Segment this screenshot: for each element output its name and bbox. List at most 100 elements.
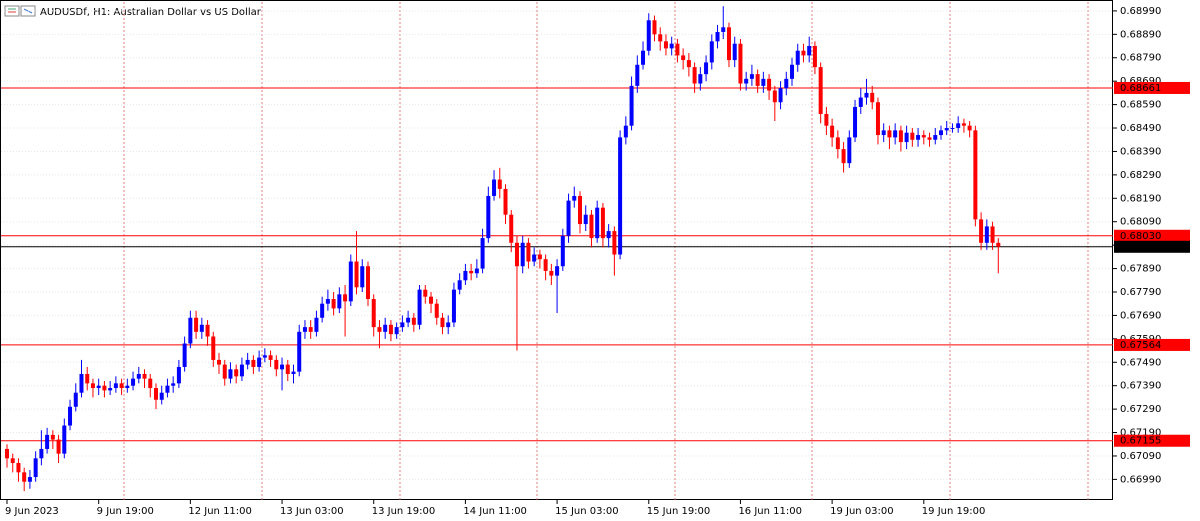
candle-body xyxy=(824,113,829,126)
x-tick-label: 14 Jun 11:00 xyxy=(463,506,527,517)
candle-body xyxy=(411,317,416,325)
price-level-box xyxy=(1114,338,1190,351)
candle-body xyxy=(297,331,302,372)
candle-body xyxy=(784,78,789,89)
candle-body xyxy=(514,242,519,267)
candle-body xyxy=(308,327,313,332)
candle-body xyxy=(767,78,772,91)
candle-body xyxy=(847,137,852,164)
candle-body xyxy=(429,296,434,304)
candle-body xyxy=(623,125,628,138)
y-tick-label: 0.67790 xyxy=(1120,287,1161,298)
candle-body xyxy=(314,317,319,332)
candle-body xyxy=(68,406,73,426)
candle-body xyxy=(658,34,663,42)
price-level-label: 0.68661 xyxy=(1120,83,1161,94)
candle-body xyxy=(257,357,262,367)
candle-body xyxy=(446,322,451,328)
candle-body xyxy=(830,125,835,138)
candle-body xyxy=(159,392,164,400)
candle-body xyxy=(898,130,903,143)
candle-body xyxy=(280,364,285,370)
candle-body xyxy=(944,128,949,131)
candle-body xyxy=(377,327,382,332)
price-level-label: 0.67983 xyxy=(1120,242,1161,253)
candle-body xyxy=(188,317,193,344)
candle-body xyxy=(537,254,542,260)
price-level-label: 0.67564 xyxy=(1120,340,1161,351)
candle-body xyxy=(916,135,921,140)
candle-body xyxy=(400,322,405,328)
candle-body xyxy=(663,41,668,49)
candle-body xyxy=(434,303,439,318)
y-tick-label: 0.68290 xyxy=(1120,170,1161,181)
candle-body xyxy=(463,270,468,281)
candle-body xyxy=(22,472,27,482)
candle-body xyxy=(532,254,537,262)
candle-body xyxy=(56,439,61,454)
y-tick-label: 0.67290 xyxy=(1120,404,1161,415)
candle-body xyxy=(365,266,370,300)
price-level-box xyxy=(1114,229,1190,242)
candle-body xyxy=(211,336,216,360)
candle-body xyxy=(738,43,743,84)
x-tick-label: 9 Jun 19:00 xyxy=(97,506,154,517)
x-tick-label: 9 Jun 2023 xyxy=(5,506,59,517)
candle-body xyxy=(440,317,445,328)
candle-body xyxy=(721,27,726,32)
candle-body xyxy=(5,448,9,459)
x-tick-label: 15 Jun 03:00 xyxy=(555,506,619,517)
candle-body xyxy=(801,50,806,56)
candle-body xyxy=(835,137,840,150)
candle-body xyxy=(875,102,880,136)
candle-body xyxy=(73,392,78,407)
candle-body xyxy=(325,299,330,304)
candle-body xyxy=(686,60,691,68)
candle-body xyxy=(887,130,892,138)
chart-title: AUDUSDf, H1: Australian Dollar vs US Dol… xyxy=(40,7,262,18)
y-tick-label: 0.68990 xyxy=(1120,6,1161,17)
candle-body xyxy=(709,41,714,63)
candle-body xyxy=(979,219,984,243)
candle-body xyxy=(194,317,199,332)
candle-body xyxy=(807,46,812,56)
candle-body xyxy=(176,366,181,384)
candle-body xyxy=(635,64,640,86)
candle-body xyxy=(239,364,244,377)
y-tick-label: 0.67390 xyxy=(1120,381,1161,392)
candle-body xyxy=(812,46,817,68)
candle-body xyxy=(148,378,153,389)
candle-body xyxy=(526,242,531,262)
candle-body xyxy=(337,294,342,309)
y-tick-label: 0.68690 xyxy=(1120,76,1161,87)
candle-body xyxy=(618,137,623,255)
candle-body xyxy=(262,355,267,358)
price-level-label: 0.68030 xyxy=(1120,231,1161,242)
candle-body xyxy=(996,242,1001,247)
y-tick-label: 0.68790 xyxy=(1120,53,1161,64)
y-tick-label: 0.68890 xyxy=(1120,29,1161,40)
candle-body xyxy=(131,378,136,386)
candle-body xyxy=(10,458,15,463)
y-tick-label: 0.68090 xyxy=(1120,217,1161,228)
candle-body xyxy=(417,289,422,325)
candle-body xyxy=(675,43,680,56)
candle-body xyxy=(870,92,875,103)
candle-body xyxy=(583,214,588,225)
candle-body xyxy=(27,477,32,482)
candle-body xyxy=(136,373,141,379)
candle-body xyxy=(669,43,674,49)
candle-body xyxy=(383,324,388,332)
candle-body xyxy=(343,294,348,302)
x-tick-label: 16 Jun 11:00 xyxy=(738,506,802,517)
candle-body xyxy=(469,270,474,274)
candle-body xyxy=(772,90,777,103)
candle-body xyxy=(33,458,38,478)
price-level-box xyxy=(1114,240,1190,253)
candle-body xyxy=(549,270,554,276)
candle-body xyxy=(973,130,978,220)
candle-body xyxy=(646,20,651,51)
candle-body xyxy=(228,369,233,379)
candle-body xyxy=(950,128,955,130)
candle-body xyxy=(652,20,657,35)
